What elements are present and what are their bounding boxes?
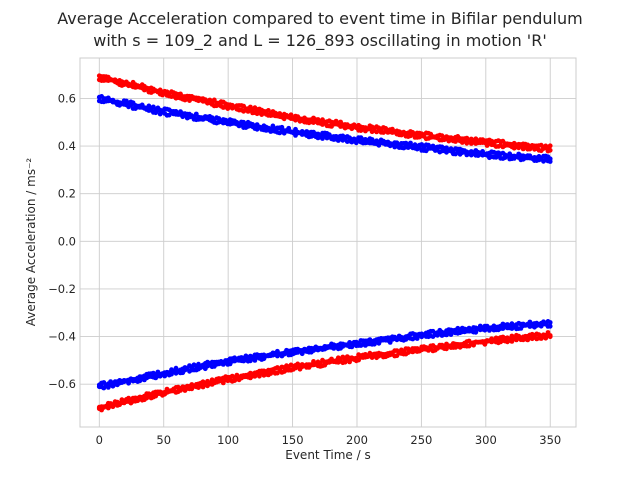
- y-tick-label: −0.2: [48, 282, 76, 296]
- x-tick-label: 0: [96, 433, 103, 447]
- x-tick-label: 300: [475, 433, 497, 447]
- x-tick-label: 200: [346, 433, 368, 447]
- y-tick-label: −0.6: [48, 377, 76, 391]
- y-axis-label: Average Acceleration / ms⁻²: [24, 158, 38, 327]
- data-point: [547, 323, 553, 329]
- y-tick-label: 0.4: [58, 139, 76, 153]
- y-tick-label: 0.2: [58, 187, 76, 201]
- chart-title-line-1: Average Acceleration compared to event t…: [57, 9, 582, 28]
- tick-labels: 0 50 100 150 200 250 300 350 0.6 0.4 0.2 0.0 −0.2 −0.…: [48, 91, 561, 447]
- data-point: [547, 147, 553, 153]
- y-tick-label: 0.6: [58, 91, 76, 105]
- data-point: [547, 320, 553, 325]
- grid-lines: [80, 58, 576, 427]
- x-tick-label: 150: [282, 433, 304, 447]
- x-tick-label: 350: [539, 433, 561, 447]
- scatter-points: [96, 73, 553, 413]
- data-point: [547, 159, 553, 164]
- data-point: [547, 334, 553, 340]
- chart-title-line-2: with s = 109_2 and L = 126_893 oscillati…: [93, 31, 546, 51]
- y-tick-label: −0.4: [48, 330, 76, 344]
- plot-area-frame: [79, 57, 577, 428]
- x-tick-label: 100: [217, 433, 239, 447]
- data-point: [547, 143, 553, 149]
- x-axis-label: Event Time / s: [285, 448, 370, 462]
- y-tick-label: 0.0: [58, 234, 76, 248]
- x-tick-label: 50: [156, 433, 171, 447]
- x-tick-label: 250: [410, 433, 432, 447]
